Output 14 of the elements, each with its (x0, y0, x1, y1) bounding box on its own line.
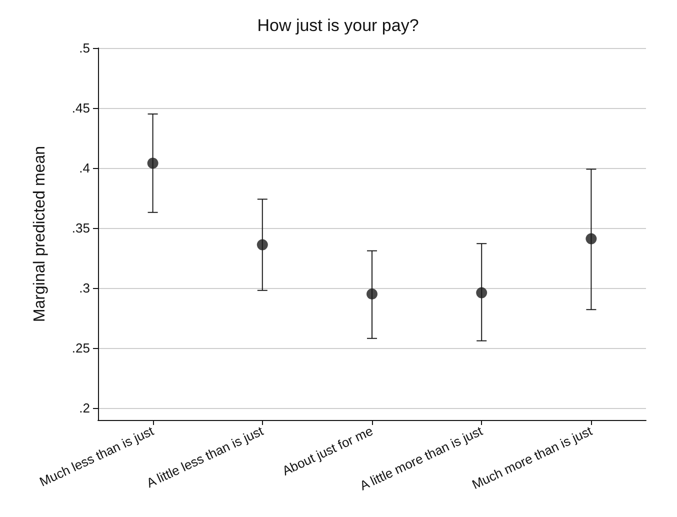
point (366, 288, 378, 300)
y-tick-label: .25 (72, 340, 90, 356)
chart-title: How just is your pay? (257, 16, 419, 35)
y-tick-label: .5 (79, 40, 90, 56)
point (476, 287, 488, 298)
point (586, 233, 597, 244)
point (256, 239, 268, 250)
y-tick-label: .3 (79, 280, 90, 296)
y-tick-label: .4 (79, 160, 90, 176)
y-tick-label: .45 (72, 100, 90, 116)
point (147, 158, 158, 169)
y-tick-label: .2 (79, 400, 90, 416)
y-tick-label: .35 (72, 220, 90, 236)
y-axis-title: Marginal predicted mean (32, 146, 48, 322)
